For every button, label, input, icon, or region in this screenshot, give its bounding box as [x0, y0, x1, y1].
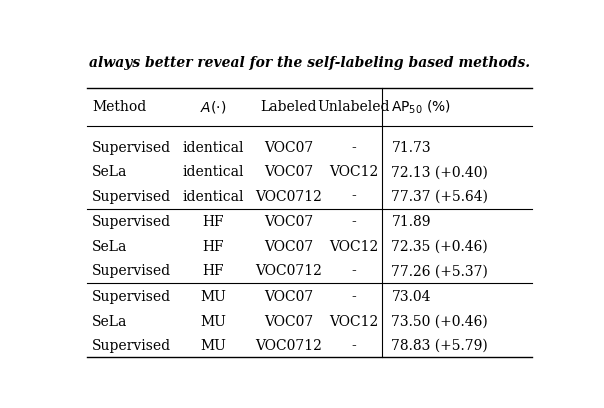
Text: VOC07: VOC07 — [264, 290, 313, 304]
Text: -: - — [352, 141, 356, 155]
Text: VOC0712: VOC0712 — [255, 264, 322, 278]
Text: Supervised: Supervised — [92, 141, 171, 155]
Text: 73.04: 73.04 — [391, 290, 431, 304]
Text: VOC12: VOC12 — [329, 315, 379, 329]
Text: HF: HF — [203, 215, 225, 229]
Text: -: - — [352, 264, 356, 278]
Text: VOC12: VOC12 — [329, 165, 379, 180]
Text: -: - — [352, 215, 356, 229]
Text: VOC07: VOC07 — [264, 165, 313, 180]
Text: Supervised: Supervised — [92, 215, 171, 229]
Text: 78.83 (+5.79): 78.83 (+5.79) — [391, 339, 488, 353]
Text: -: - — [352, 190, 356, 204]
Text: Labeled: Labeled — [260, 100, 316, 114]
Text: MU: MU — [201, 290, 226, 304]
Text: SeLa: SeLa — [92, 165, 127, 180]
Text: 72.13 (+0.40): 72.13 (+0.40) — [391, 165, 489, 180]
Text: MU: MU — [201, 315, 226, 329]
Text: Supervised: Supervised — [92, 190, 171, 204]
Text: 73.50 (+0.46): 73.50 (+0.46) — [391, 315, 488, 329]
Text: identical: identical — [183, 165, 245, 180]
Text: VOC12: VOC12 — [329, 240, 379, 254]
Text: 71.73: 71.73 — [391, 141, 431, 155]
Text: Supervised: Supervised — [92, 339, 171, 353]
Text: VOC07: VOC07 — [264, 141, 313, 155]
Text: VOC07: VOC07 — [264, 315, 313, 329]
Text: SeLa: SeLa — [92, 315, 127, 329]
Text: HF: HF — [203, 240, 225, 254]
Text: Supervised: Supervised — [92, 264, 171, 278]
Text: identical: identical — [183, 190, 245, 204]
Text: MU: MU — [201, 339, 226, 353]
Text: VOC07: VOC07 — [264, 240, 313, 254]
Text: $A(\cdot)$: $A(\cdot)$ — [201, 99, 226, 115]
Text: 72.35 (+0.46): 72.35 (+0.46) — [391, 240, 488, 254]
Text: -: - — [352, 339, 356, 353]
Text: SeLa: SeLa — [92, 240, 127, 254]
Text: 71.89: 71.89 — [391, 215, 431, 229]
Text: AP$_{50}$ (%): AP$_{50}$ (%) — [391, 98, 451, 116]
Text: always better reveal for the self-labeling based methods.: always better reveal for the self-labeli… — [89, 56, 530, 70]
Text: HF: HF — [203, 264, 225, 278]
Text: 77.26 (+5.37): 77.26 (+5.37) — [391, 264, 489, 278]
Text: VOC0712: VOC0712 — [255, 339, 322, 353]
Text: Method: Method — [92, 100, 146, 114]
Text: VOC07: VOC07 — [264, 215, 313, 229]
Text: identical: identical — [183, 141, 245, 155]
Text: Unlabeled: Unlabeled — [318, 100, 390, 114]
Text: VOC0712: VOC0712 — [255, 190, 322, 204]
Text: -: - — [352, 290, 356, 304]
Text: Supervised: Supervised — [92, 290, 171, 304]
Text: 77.37 (+5.64): 77.37 (+5.64) — [391, 190, 489, 204]
